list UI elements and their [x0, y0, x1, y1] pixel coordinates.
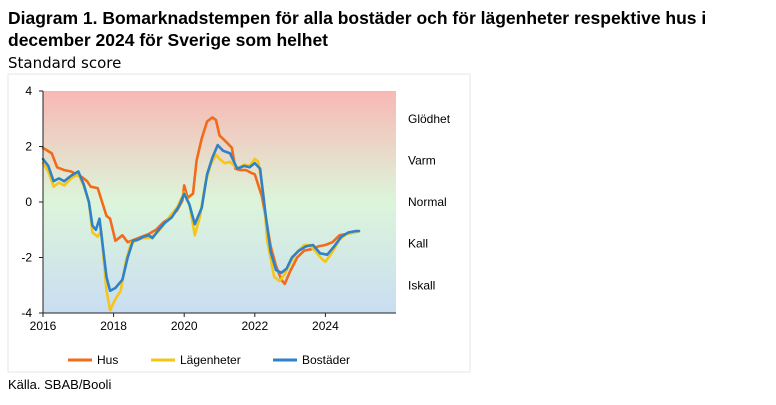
y-tick-label: -2	[21, 251, 32, 265]
zone-labels: Glödhet Varm Normal Kall Iskall	[408, 112, 451, 293]
axis-layer: -4 -2 0 2 4 2016 2018 2020 2022 2024	[21, 84, 396, 333]
legend-label: Lägenheter	[180, 353, 241, 367]
x-tick-label: 2020	[171, 319, 198, 333]
chart-unit-label: Standard score	[8, 54, 122, 72]
x-tick-label: 2018	[100, 319, 127, 333]
legend: Hus Lägenheter Bostäder	[68, 353, 350, 367]
y-tick-label: 0	[25, 195, 32, 209]
source-note: Källa. SBAB/Booli	[8, 377, 112, 392]
series-layer	[41, 116, 361, 312]
y-tick-label: -4	[21, 306, 32, 320]
legend-label: Hus	[97, 353, 118, 367]
zone-label: Varm	[408, 153, 436, 167]
zone-label: Kall	[408, 237, 428, 251]
series-line-hus	[41, 116, 361, 286]
series-line-lagenheter	[41, 153, 361, 312]
legend-label: Bostäder	[302, 353, 350, 367]
zone-label: Glödhet	[408, 112, 451, 126]
chart-title: Diagram 1. Bomarknadstempen för alla bos…	[8, 8, 707, 50]
series-line-bostader	[41, 143, 361, 293]
x-tick-label: 2022	[241, 319, 268, 333]
x-tick-label: 2024	[312, 319, 339, 333]
y-tick-label: 2	[25, 140, 32, 154]
y-tick-label: 4	[25, 84, 32, 98]
plot-background	[43, 91, 396, 313]
zone-label: Iskall	[408, 278, 435, 292]
zone-label: Normal	[408, 195, 447, 209]
x-tick-label: 2016	[30, 319, 57, 333]
